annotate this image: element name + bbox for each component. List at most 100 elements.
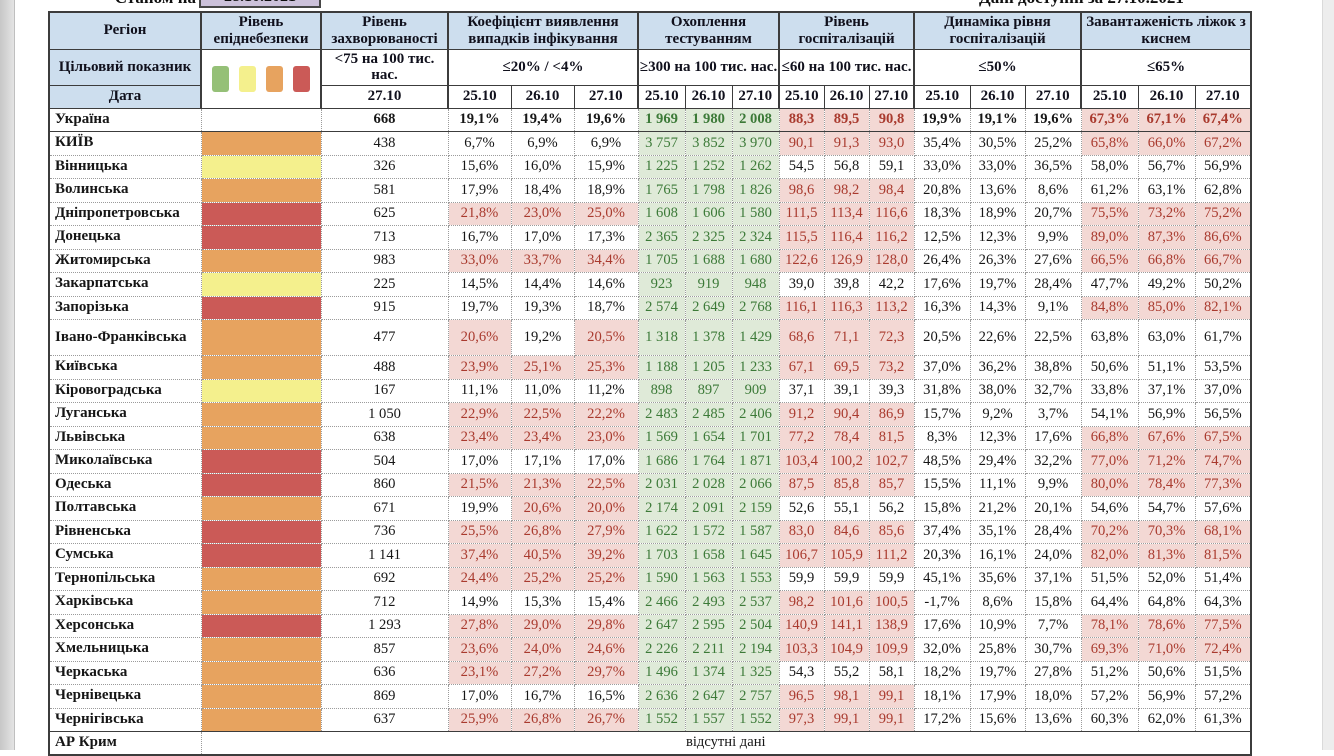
hospitalization-cell: 68,6 <box>778 319 825 356</box>
dynamics-cell: 17,6% <box>1024 425 1082 450</box>
dynamics-cell: -1,7% <box>913 590 971 615</box>
oxygen-cell: 69,3% <box>1080 637 1139 662</box>
detection-cell: 37,4% <box>447 543 512 568</box>
incidence-cell: 488 <box>320 355 449 380</box>
danger-cell <box>200 131 322 156</box>
danger-level-swatch <box>293 65 310 92</box>
hospitalization-cell: 113,2 <box>868 295 915 320</box>
dynamics-cell: 18,2% <box>913 660 971 685</box>
testing-cell: 2 768 <box>731 295 780 320</box>
oxygen-cell: 81,3% <box>1137 543 1196 568</box>
danger-cell <box>200 295 322 320</box>
hospitalization-cell: 141,1 <box>823 613 870 638</box>
oxygen-cell: 71,0% <box>1137 637 1196 662</box>
oxygen-cell: 51,2% <box>1080 660 1139 685</box>
incidence-cell: 1 293 <box>320 613 449 638</box>
dynamics-cell: 18,9% <box>969 201 1026 226</box>
dynamics-cell: 32,2% <box>1024 449 1082 474</box>
hospitalization-cell: 111,5 <box>778 201 825 226</box>
dynamics-cell: 16,3% <box>913 295 971 320</box>
testing-cell: 2 174 <box>637 496 686 521</box>
detection-cell: 21,5% <box>447 472 512 497</box>
hospitalization-cell: 116,3 <box>823 295 870 320</box>
detection-cell: 25,9% <box>447 707 512 732</box>
testing-cell: 2 493 <box>684 590 733 615</box>
testing-cell: 2 595 <box>684 613 733 638</box>
table-row: Рівненська 736 25,5% 26,8% 27,9% 1 622 1 572 1 … <box>48 519 1252 544</box>
region-cell: Львівська <box>48 425 202 450</box>
dynamics-cell: 15,5% <box>913 472 971 497</box>
hospitalization-cell: 116,1 <box>778 295 825 320</box>
region-cell: Харківська <box>48 590 202 615</box>
table-row: КИЇВ 438 6,7% 6,9% 6,9% 3 757 3 852 3 970 90,1 91… <box>48 131 1252 156</box>
detection-cell: 6,9% <box>573 131 639 156</box>
oxygen-cell: 54,7% <box>1137 496 1196 521</box>
oxygen-cell: 54,6% <box>1080 496 1139 521</box>
region-cell: Сумська <box>48 543 202 568</box>
oxygen-cell: 50,6% <box>1137 660 1196 685</box>
oxygen-cell: 56,9% <box>1137 402 1196 427</box>
detection-cell: 14,4% <box>510 272 575 297</box>
detection-cell: 23,4% <box>447 425 512 450</box>
oxygen-cell: 84,8% <box>1080 295 1139 320</box>
testing-cell: 1 557 <box>684 707 733 732</box>
table-row: Хмельницька 857 23,6% 24,0% 24,6% 2 226 2 211 2… <box>48 637 1252 662</box>
detection-cell: 11,2% <box>573 378 639 403</box>
hospitalization-cell: 105,9 <box>823 543 870 568</box>
detection-cell: 23,6% <box>447 637 512 662</box>
hospitalization-cell: 116,2 <box>868 225 915 250</box>
dynamics-cell: 30,7% <box>1024 637 1082 662</box>
hospitalization-cell: 122,6 <box>778 248 825 273</box>
oxygen-cell: 72,4% <box>1194 637 1252 662</box>
dynamics-cell: 38,0% <box>969 378 1026 403</box>
testing-cell: 2 483 <box>637 402 686 427</box>
hospitalization-cell: 54,5 <box>778 154 825 179</box>
hospitalization-cell: 91,2 <box>778 402 825 427</box>
hospitalization-cell: 69,5 <box>823 355 870 380</box>
oxygen-cell: 66,8% <box>1137 248 1196 273</box>
hospitalization-cell: 52,6 <box>778 496 825 521</box>
testing-cell: 1 262 <box>731 154 780 179</box>
hospitalization-cell: 96,5 <box>778 684 825 709</box>
oxygen-cell: 66,8% <box>1080 425 1139 450</box>
testing-cell: 2 008 <box>731 107 780 132</box>
target-hospitalization: ≤60 на 100 тис. нас. <box>778 48 915 86</box>
hospitalization-cell: 99,1 <box>868 684 915 709</box>
testing-cell: 1 764 <box>684 449 733 474</box>
oxygen-cell: 67,5% <box>1194 425 1252 450</box>
oxygen-cell: 80,0% <box>1080 472 1139 497</box>
table-row: Миколаївська 504 17,0% 17,1% 17,0% 1 686 1 764… <box>48 449 1252 474</box>
detection-cell: 22,9% <box>447 402 512 427</box>
date-cell: 27.10 <box>731 84 780 109</box>
table-row: Херсонська 1 293 27,8% 29,0% 29,8% 2 647 2 595… <box>48 613 1252 638</box>
detection-cell: 17,1% <box>510 449 575 474</box>
oxygen-cell: 73,2% <box>1137 201 1196 226</box>
detection-cell: 17,0% <box>447 449 512 474</box>
detection-cell: 24,6% <box>573 637 639 662</box>
testing-cell: 1 205 <box>684 355 733 380</box>
detection-cell: 25,1% <box>510 355 575 380</box>
testing-cell: 2 406 <box>731 402 780 427</box>
detection-cell: 19,2% <box>510 319 575 356</box>
detection-cell: 17,3% <box>573 225 639 250</box>
danger-cell <box>200 425 322 450</box>
danger-cell <box>200 225 322 250</box>
testing-cell: 2 537 <box>731 590 780 615</box>
hospitalization-cell: 73,2 <box>868 355 915 380</box>
detection-cell: 15,4% <box>573 590 639 615</box>
detection-cell: 14,6% <box>573 272 639 297</box>
target-detection: ≤20% / <4% <box>446 48 639 86</box>
oxygen-cell: 67,3% <box>1080 107 1139 132</box>
detection-cell: 17,9% <box>447 178 512 203</box>
table-row: Луганська 1 050 22,9% 22,5% 22,2% 2 483 2 485 2… <box>48 402 1252 427</box>
danger-cell <box>200 684 322 709</box>
testing-cell: 1 980 <box>684 107 733 132</box>
hospitalization-cell: 113,4 <box>823 201 870 226</box>
region-cell: КИЇВ <box>48 131 202 156</box>
oxygen-cell: 51,1% <box>1137 355 1196 380</box>
dynamics-cell: 25,8% <box>969 637 1026 662</box>
testing-cell: 1 374 <box>684 660 733 685</box>
hospitalization-cell: 67,1 <box>778 355 825 380</box>
danger-cell <box>200 613 322 638</box>
detection-cell: 17,0% <box>447 684 512 709</box>
